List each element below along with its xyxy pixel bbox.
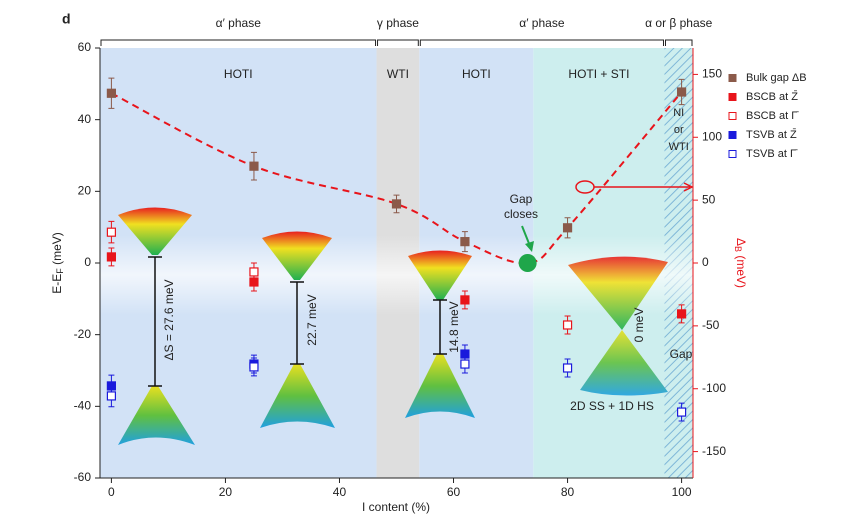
legend-marker <box>728 74 737 82</box>
y2-tick-label: -50 <box>702 318 720 332</box>
annotation: 22.7 meV <box>305 294 319 345</box>
annotation: 2D SS + 1D HS <box>570 399 654 413</box>
y2-tick-label: -150 <box>702 444 726 458</box>
point <box>460 237 470 247</box>
phase-bracket <box>419 39 664 46</box>
x-tick-label: 20 <box>219 485 233 499</box>
cone-illustrations <box>118 207 668 445</box>
point <box>460 295 470 305</box>
y-tick-label: 40 <box>78 112 92 126</box>
y2-tick-label: 50 <box>702 192 716 206</box>
legend-marker <box>728 112 737 120</box>
y2-tick-label: 100 <box>702 129 722 143</box>
point <box>676 87 687 97</box>
point <box>391 199 402 209</box>
y-tick-label: 20 <box>78 184 92 198</box>
y2-axis-title-part: (meV) <box>734 252 748 288</box>
point <box>460 359 470 369</box>
point <box>249 267 259 277</box>
point <box>249 362 259 372</box>
trend-curve <box>110 91 683 265</box>
legend-label: TSVB at Z̄ <box>746 128 797 141</box>
y2-axis-title-part: Δ <box>734 238 748 246</box>
point <box>562 223 573 233</box>
y2-tick-label: 0 <box>702 255 709 269</box>
region-label: WTI <box>387 67 409 81</box>
y-axis-title: E-EF (meV) <box>50 232 65 294</box>
y2-tick-label: -100 <box>702 381 726 395</box>
panel-label: d <box>62 11 71 27</box>
region-label: WTI <box>669 141 689 153</box>
arrow <box>521 225 531 247</box>
region-label: or <box>674 124 684 136</box>
cone <box>568 256 668 330</box>
phase-bracket <box>664 39 693 46</box>
arrow-head <box>525 241 534 252</box>
x-axis-title: I content (%) <box>362 500 430 514</box>
legend-marker <box>728 150 737 158</box>
phase-label: α′ phase <box>216 16 262 30</box>
cone <box>118 386 195 445</box>
annotation: Gap <box>670 347 693 361</box>
point <box>562 363 573 373</box>
y-tick-label: 0 <box>84 255 91 269</box>
gap-bars <box>148 256 447 387</box>
legend-label: BSCB at Γ̄ <box>746 110 799 122</box>
y-tick-label: -60 <box>74 470 92 484</box>
annotation: Gap <box>510 192 533 206</box>
phase-bracket <box>100 39 377 46</box>
arrow-head <box>683 182 694 192</box>
phase-bracket <box>377 39 419 46</box>
cone <box>262 231 332 280</box>
point <box>106 227 117 237</box>
point <box>562 320 573 330</box>
y2-axis-title-part: B <box>733 246 743 252</box>
annotation: 0 meV <box>632 308 646 343</box>
legend-label: Bulk gap ΔB <box>746 72 807 84</box>
cone <box>118 207 192 255</box>
x-tick-label: 100 <box>672 485 692 499</box>
y2-tick-label: 150 <box>702 67 722 81</box>
point <box>249 161 259 171</box>
phase-label: γ phase <box>377 16 419 30</box>
y-tick-label: -20 <box>74 327 92 341</box>
x-tick-label: 60 <box>447 485 461 499</box>
cone <box>260 364 335 428</box>
region-label: HOTI <box>224 67 253 81</box>
cone <box>405 354 475 418</box>
legend-label: BSCB at Z̄ <box>746 90 798 103</box>
y-tick-label: -40 <box>74 399 92 413</box>
y-tick-label: 60 <box>78 40 92 54</box>
legend-marker <box>728 131 737 139</box>
annotation: 14.8 meV <box>447 301 461 352</box>
phase-label: α or β phase <box>645 16 713 30</box>
point <box>106 391 117 401</box>
x-tick-label: 80 <box>561 485 575 499</box>
point <box>106 88 117 98</box>
legend-marker <box>728 93 737 101</box>
region-label: HOTI + STI <box>568 67 629 81</box>
legend-label: TSVB at Γ̄ <box>746 148 798 160</box>
annotation: ΔS = 27.6 meV <box>162 279 176 360</box>
y2-axis-title: ΔB (meV) <box>733 238 748 288</box>
region-label: HOTI <box>462 67 491 81</box>
annotation: closes <box>504 207 538 221</box>
point <box>106 252 117 262</box>
x-tick-label: 0 <box>108 485 115 499</box>
y-axis-title-part: F <box>55 268 65 274</box>
cone <box>408 250 472 300</box>
y-axis-title-part: (meV) <box>50 232 64 268</box>
phase-label: α′ phase <box>519 16 565 30</box>
y-axis-title-part: E-E <box>50 274 64 294</box>
point <box>676 309 687 319</box>
gap-point <box>518 254 537 272</box>
point <box>676 407 687 417</box>
cone <box>580 330 668 396</box>
x-tick-label: 40 <box>333 485 347 499</box>
region-label: NI <box>673 107 684 119</box>
